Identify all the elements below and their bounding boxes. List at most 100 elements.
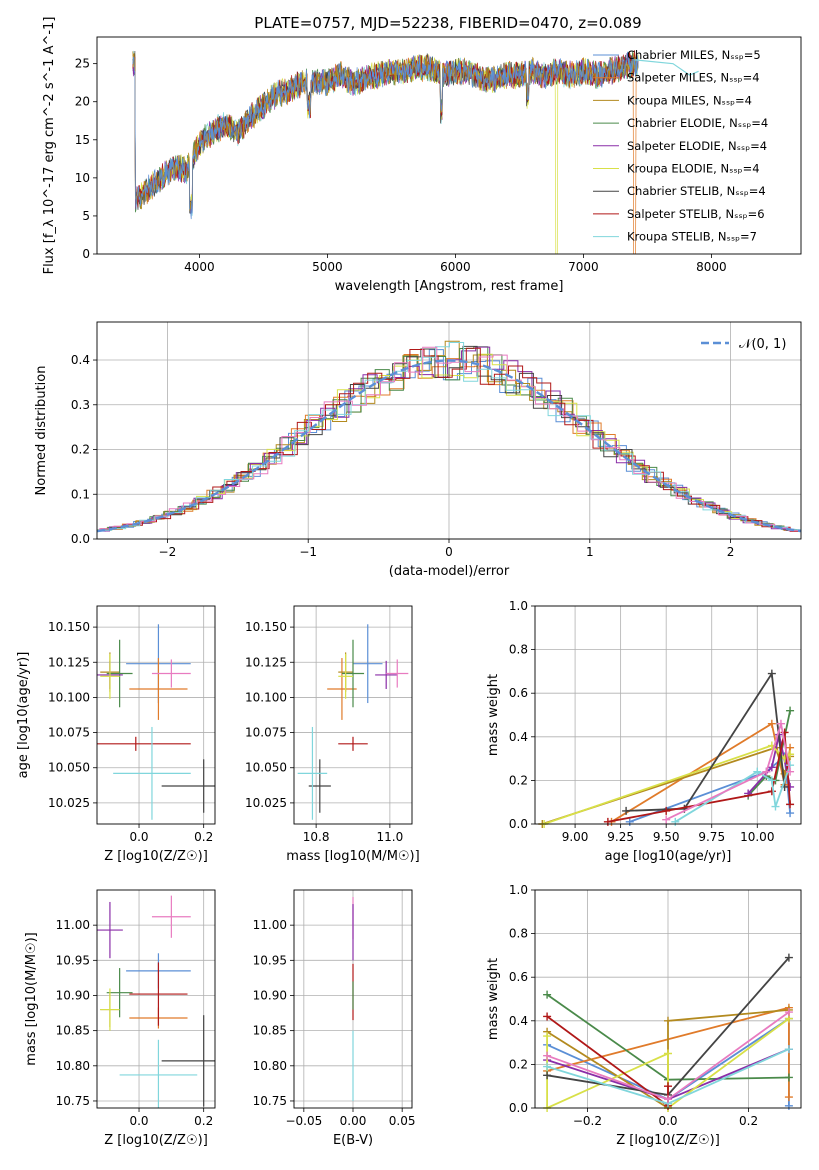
spectrum-line-salpeter_miles	[132, 53, 639, 254]
x-tick-label: 9.00	[562, 830, 589, 844]
y-axis-label: mass weight	[486, 958, 501, 1040]
legend-label: Kroupa STELIB, Nₛₛₚ=7	[627, 230, 757, 244]
y-tick-label: 10.075	[48, 726, 90, 740]
x-axis-label: Z [log10(Z/Z☉)]	[104, 849, 208, 864]
y-tick-label: 20	[75, 95, 90, 109]
panel-residuals: −2 −1 0 1 2 0.0 0.1 0.2 0.3 0.4 (data-model)/error…	[34, 321, 802, 579]
x-axis-label: age [log10(age/yr)]	[605, 849, 732, 864]
y-tick-label: 0.0	[71, 532, 90, 546]
x-tick-label: 0.2	[194, 1114, 213, 1128]
panel-mass-vs-EBV: −0.05 0.00 0.05 10.75 10.80 10.85 10.90 10.95 11…	[253, 889, 416, 1148]
series-marker-salpeter_elodie	[767, 763, 776, 772]
x-tick-label: 8000	[696, 260, 727, 274]
series-marker-salpeter_miles	[767, 719, 776, 728]
x-axis-label: Z [log10(Z/Z☉)]	[616, 1133, 720, 1148]
axes-frame	[534, 605, 802, 825]
panel-spectrum: 4000 5000 6000 7000 8000 0 5 10 15 20 25 wavelength…	[42, 17, 802, 294]
y-tick-label: 10.95	[56, 953, 90, 967]
axes-frame	[96, 605, 216, 825]
axes-frame	[96, 889, 216, 1109]
series-marker-kroupa_miles	[664, 1016, 672, 1025]
axes-frame	[293, 889, 413, 1109]
spectrum-tail	[634, 59, 699, 76]
y-tick-label: 0.8	[509, 927, 528, 941]
legend-label: Chabrier ELODIE, Nₛₛₚ=4	[627, 116, 768, 130]
x-tick-label: 10.00	[740, 830, 774, 844]
y-tick-label: 10.125	[48, 655, 90, 669]
series-marker-kroupa_elodie	[664, 1049, 672, 1058]
y-tick-label: 0.3	[71, 398, 90, 412]
y-tick-label: 0.0	[509, 817, 528, 831]
histogram-salpeter_elodie	[97, 346, 800, 532]
series-marker-salpeter_stelib	[786, 800, 795, 809]
y-tick-label: 10.80	[253, 1059, 287, 1073]
chart-title: PLATE=0757, MJD=52238, FIBERID=0470, z=0…	[254, 14, 641, 32]
y-tick-label: 0.2	[71, 443, 90, 457]
legend-label: Salpeter ELODIE, Nₛₛₚ=4	[627, 139, 767, 153]
series-marker-kroupa_stelib	[753, 767, 762, 776]
x-tick-label: 9.75	[698, 830, 725, 844]
series-line-chabrier_elodie	[747, 710, 791, 797]
series-marker-chabrier_miles	[625, 817, 634, 826]
x-tick-label: 6000	[440, 260, 471, 274]
series-marker-kroupa_stelib	[543, 1062, 552, 1071]
x-axis-label: wavelength [Angstrom, rest frame]	[335, 279, 564, 294]
x-tick-label: 0.0	[658, 1114, 677, 1128]
y-tick-label: 11.00	[253, 918, 287, 932]
series-marker-salpeter_stelib	[603, 817, 612, 826]
series-marker-salpeter_stelib	[664, 1082, 672, 1091]
x-tick-label: 0.00	[340, 1114, 367, 1128]
series-line-kroupa_elodie	[543, 744, 791, 824]
x-axis-label: mass [log10(M/M☉)]	[286, 849, 419, 864]
y-tick-label: 0.4	[509, 1014, 528, 1028]
series-marker-pink	[664, 1095, 672, 1104]
y-axis-label: age [log10(age/yr)]	[16, 652, 31, 779]
series-marker-chabrier_stelib	[767, 669, 776, 678]
panel-age-vs-mass: 10.8 11.0 10.025 10.050 10.075 10.100 10.125 10…	[245, 605, 420, 864]
series-marker-chabrier_stelib	[543, 1071, 552, 1080]
y-axis-label: Normed distribution	[34, 366, 49, 496]
x-tick-label: 11.0	[377, 830, 404, 844]
y-tick-label: 0.8	[509, 643, 528, 657]
series-marker-salpeter_stelib	[543, 1012, 552, 1021]
y-tick-label: 0.6	[509, 970, 528, 984]
y-tick-label: 10.025	[245, 796, 287, 810]
legend-label: Salpeter STELIB, Nₛₛₚ=6	[627, 207, 765, 221]
x-tick-label: −0.2	[573, 1114, 602, 1128]
series-marker-kroupa_stelib	[671, 817, 680, 826]
series-marker-salpeter_stelib	[767, 787, 776, 796]
y-tick-label: 15	[75, 133, 90, 147]
panel-mass-weight-vs-age: 9.00 9.25 9.50 9.75 10.00 0.0 0.2 0.4 0.6 0.8 1.0 a…	[486, 599, 802, 864]
y-tick-label: 10	[75, 171, 90, 185]
axes-frame	[293, 605, 413, 825]
y-tick-label: 0.4	[509, 730, 528, 744]
histogram-pink	[98, 346, 801, 532]
y-tick-label: 10.90	[56, 988, 90, 1002]
y-tick-label: 10.075	[245, 726, 287, 740]
legend-label: Salpeter MILES, Nₛₛₚ=4	[627, 71, 760, 85]
series-line-chabrier_stelib	[626, 670, 786, 812]
y-tick-label: 10.050	[245, 761, 287, 775]
y-tick-label: 10.150	[48, 620, 90, 634]
series-marker-pink	[786, 767, 795, 776]
x-tick-label: −1	[299, 545, 317, 559]
y-tick-label: 10.050	[48, 761, 90, 775]
x-tick-label: 0	[445, 545, 453, 559]
x-tick-label: −2	[159, 545, 177, 559]
gaussian-curve	[96, 359, 802, 533]
series-marker-pink	[784, 1008, 793, 1017]
x-tick-label: 5000	[312, 260, 343, 274]
x-tick-label: 2	[727, 545, 735, 559]
series-marker-kroupa_stelib	[784, 1045, 793, 1054]
panel-age-vs-Z: 0.0 0.2 10.025 10.050 10.075 10.100 10.125 10.1…	[16, 605, 216, 864]
x-tick-label: 9.25	[607, 830, 634, 844]
x-tick-label: 1	[586, 545, 594, 559]
y-tick-label: 0.2	[509, 1057, 528, 1071]
x-tick-label: 0.0	[129, 830, 148, 844]
y-tick-label: 1.0	[509, 883, 528, 897]
series-marker-chabrier_stelib	[622, 806, 631, 815]
y-tick-label: 10.90	[253, 988, 287, 1002]
y-tick-label: 10.85	[56, 1024, 90, 1038]
x-tick-label: 0.0	[129, 1114, 148, 1128]
